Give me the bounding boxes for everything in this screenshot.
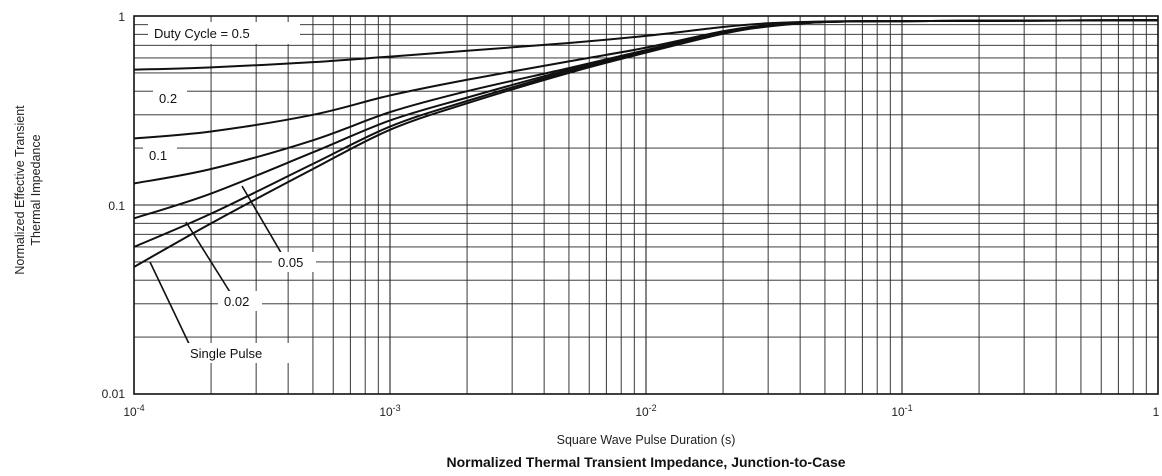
label-0.1: 0.1 [149, 148, 167, 163]
label-single-pulse: Single Pulse [190, 346, 262, 361]
chart-title: Normalized Thermal Transient Impedance, … [446, 454, 845, 470]
label-bg-0.1 [143, 145, 177, 165]
y-tick-1: 1 [118, 10, 125, 24]
plot-frame [133, 15, 1159, 395]
x-tick-1e-1: 10-1 [891, 403, 912, 419]
curves [133, 19, 1159, 268]
annotation-leaders [149, 185, 291, 351]
label-bg-0.02 [218, 291, 262, 311]
label-bg-0.5 [148, 22, 300, 44]
x-tick-1: 1 [1153, 405, 1160, 419]
x-tick-1e-2: 10-2 [635, 403, 656, 419]
y-axis-label-line2: Thermal Impedance [29, 134, 43, 245]
x-tick-1e-3: 10-3 [379, 403, 400, 419]
x-tick-1e-4: 10-4 [123, 403, 144, 419]
label-bg-single-pulse [184, 343, 290, 363]
x-axis-label: Square Wave Pulse Duration (s) [557, 433, 736, 447]
series-line-5 [133, 19, 1159, 268]
grid [134, 16, 1158, 394]
label-0.02: 0.02 [224, 294, 249, 309]
label-bg-0.2 [153, 88, 187, 108]
annotation-leader-2 [149, 261, 193, 351]
label-0.05: 0.05 [278, 255, 303, 270]
label-bg-0.05 [272, 252, 316, 272]
y-tick-0.01: 0.01 [102, 387, 126, 401]
y-tick-0.1: 0.1 [108, 199, 125, 213]
y-axis-label-line1: Normalized Effective Transient [13, 105, 27, 275]
label-0.2: 0.2 [159, 91, 177, 106]
label-duty-cycle-0.5: Duty Cycle = 0.5 [154, 26, 250, 41]
